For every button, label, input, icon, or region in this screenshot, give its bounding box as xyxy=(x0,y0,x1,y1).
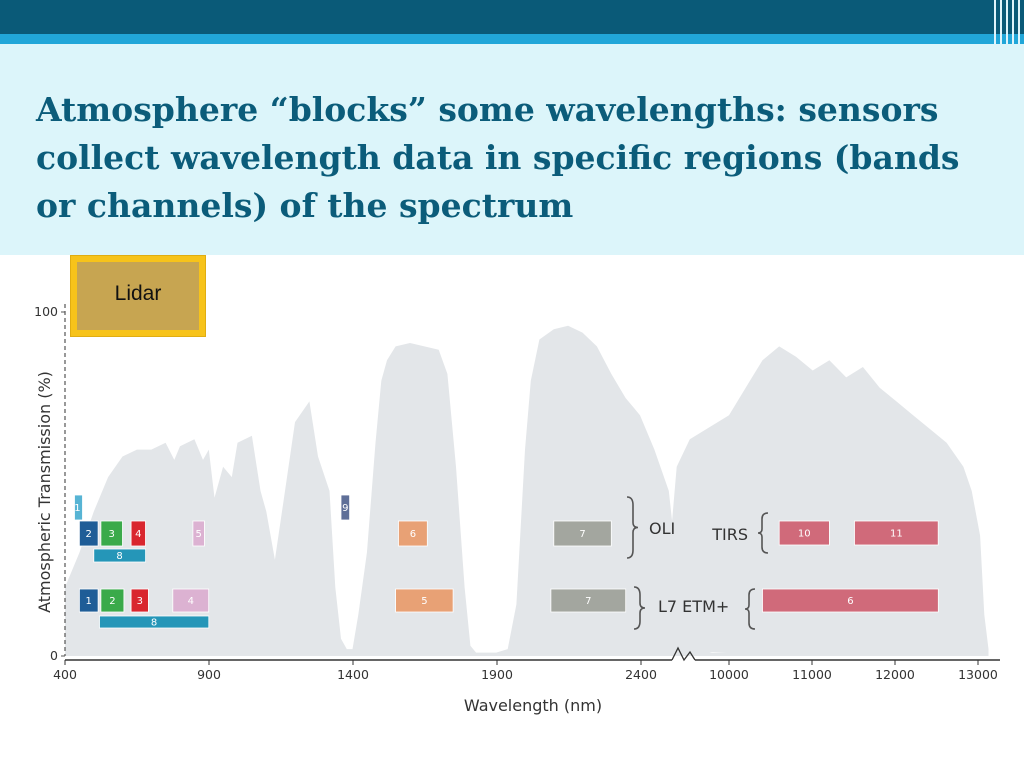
header-deco-rule xyxy=(994,0,996,68)
x-tick-label: 2400 xyxy=(625,667,657,682)
band-oli-8 xyxy=(93,548,147,563)
x-tick-label: 400 xyxy=(53,667,77,682)
x-tick-label: 12000 xyxy=(875,667,915,682)
x-tick-label: 10000 xyxy=(709,667,749,682)
title-band xyxy=(0,44,1024,255)
band-label: 8 xyxy=(116,551,122,562)
band-oli-3 xyxy=(100,520,123,547)
band-label: 1 xyxy=(86,596,92,607)
band-label: 6 xyxy=(410,529,416,540)
band-label: 5 xyxy=(421,596,427,607)
band-label: 7 xyxy=(585,596,591,607)
header-deco-rule xyxy=(1018,0,1020,68)
band-label: 3 xyxy=(109,529,115,540)
band-oli-4 xyxy=(130,520,146,547)
band-oli-2 xyxy=(79,520,99,547)
band-tirs-10 xyxy=(778,520,830,546)
band-tirs-11 xyxy=(854,520,939,546)
band-l7-etm--7 xyxy=(550,588,627,613)
band-label: 4 xyxy=(188,596,194,607)
axis-break xyxy=(671,646,696,662)
band-label: 6 xyxy=(847,596,853,607)
slide-title: Atmosphere “blocks” some wavelengths: se… xyxy=(36,90,960,225)
header-deco-rule xyxy=(1006,0,1008,68)
band-label: 8 xyxy=(151,618,157,629)
sensor-label-tirs: TIRS xyxy=(711,525,748,544)
brace-oli xyxy=(626,496,639,559)
x-tick-label: 1900 xyxy=(481,667,513,682)
lidar-callout: Lidar xyxy=(70,255,206,337)
band-label: 2 xyxy=(109,596,115,607)
band-l7-etm--8 xyxy=(99,615,210,629)
band-l7-etm--3 xyxy=(130,588,149,613)
band-oli-5 xyxy=(192,520,205,547)
x-tick-label: 11000 xyxy=(792,667,832,682)
y-tick-label: 0 xyxy=(50,648,58,663)
band-oli-6 xyxy=(398,520,428,547)
brace-etm xyxy=(633,586,646,630)
band-label: 11 xyxy=(890,529,903,540)
band-label: 10 xyxy=(798,529,811,540)
sensor-label-oli: OLI xyxy=(649,519,675,538)
lidar-label: Lidar xyxy=(114,282,162,305)
transmission-area xyxy=(65,325,989,656)
header-deco-rule xyxy=(1000,0,1002,68)
x-tick-label: 900 xyxy=(197,667,221,682)
band-oli-1 xyxy=(74,494,83,521)
x-tick-label: 1400 xyxy=(337,667,369,682)
brace-tirs xyxy=(757,512,769,554)
band-l7-etm--6 xyxy=(762,588,939,613)
band-label: 2 xyxy=(86,529,92,540)
band-label: 9 xyxy=(342,503,348,514)
band-l7-etm--5 xyxy=(395,588,454,613)
band-l7-etm--2 xyxy=(100,588,125,613)
band-l7-etm--1 xyxy=(79,588,99,613)
y-axis-label: Atmospheric Transmission (%) xyxy=(35,371,54,613)
x-axis-label: Wavelength (nm) xyxy=(464,696,602,715)
band-label: 4 xyxy=(135,529,141,540)
band-oli-7 xyxy=(553,520,612,547)
band-label: 5 xyxy=(196,529,202,540)
y-tick-label: 100 xyxy=(34,304,58,319)
x-tick-label: 13000 xyxy=(958,667,998,682)
brace-etm-thermal xyxy=(744,588,756,630)
band-label: 7 xyxy=(579,529,585,540)
band-l7-etm--4 xyxy=(172,588,210,613)
header-bar xyxy=(0,0,1024,34)
sensor-label-l7-etm-: L7 ETM+ xyxy=(658,597,729,616)
band-label: 3 xyxy=(137,596,143,607)
header-deco-rule xyxy=(1012,0,1014,68)
header-stripe xyxy=(0,34,1024,44)
band-label: 1 xyxy=(74,503,80,514)
band-oli-9 xyxy=(340,494,351,521)
